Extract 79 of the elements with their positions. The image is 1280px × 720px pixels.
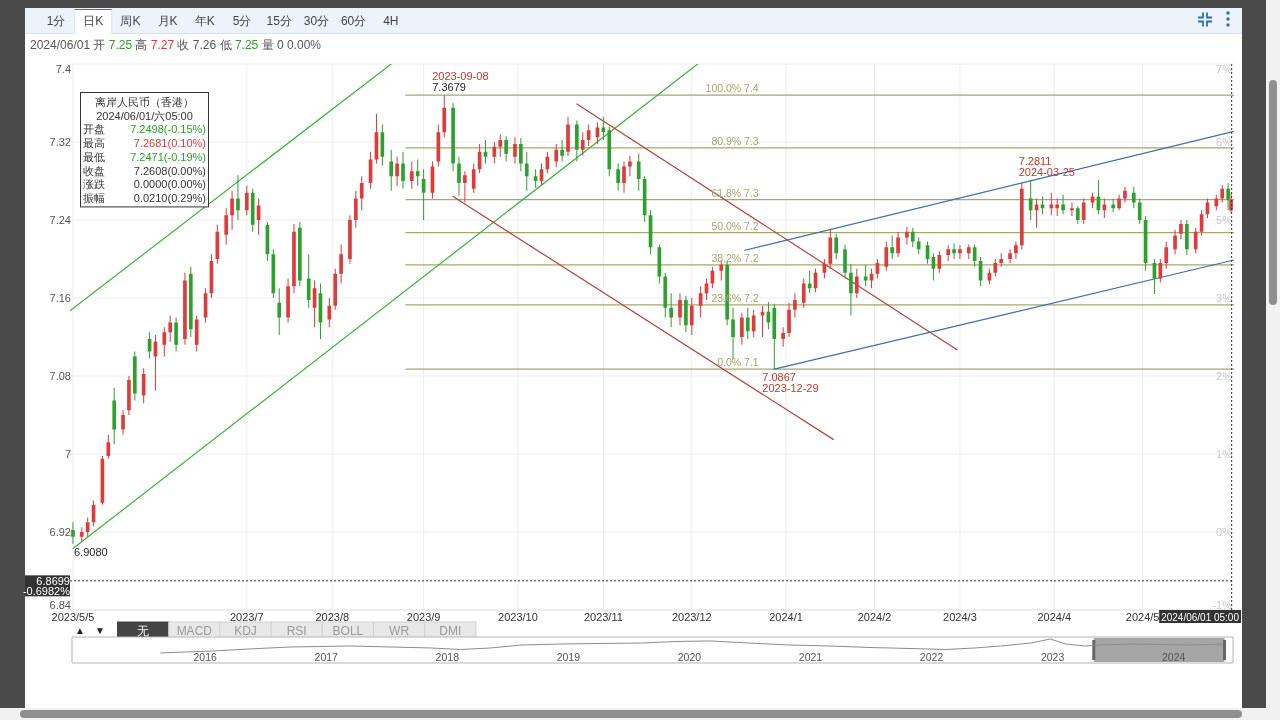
series-label: 80.9% 7.3 — [711, 134, 759, 147]
x-tick-label: 2018 — [435, 650, 459, 663]
series-label: 38.2% 7.2 — [711, 251, 759, 264]
annotation: 2024-03-25 — [1018, 165, 1075, 178]
x-tick-label: 2022 — [919, 650, 944, 663]
x-tick-label: 2024/2 — [857, 611, 892, 623]
tab-label: 周K — [120, 14, 141, 28]
tab-label: 日K — [83, 14, 104, 28]
x-tick-label: 2023 — [1040, 650, 1065, 663]
series-label: 0.0% 7.1 — [717, 356, 759, 369]
x-tick-label: 2023/9 — [406, 611, 441, 623]
x-tick-label: 2017 — [314, 650, 338, 663]
annotation: 7.0867 — [762, 371, 796, 384]
tab-label: 月K — [157, 14, 178, 28]
x-tick-label: 2023/11 — [583, 611, 623, 623]
tab-label: 年K — [194, 14, 215, 28]
button-label: RSI — [286, 623, 307, 638]
tab-label: 60分 — [340, 14, 367, 28]
annotation: 7.2608(0.00%) — [133, 164, 206, 177]
y-tick-label: 7.32 — [49, 136, 71, 148]
annotation: 2023-12-29 — [762, 382, 819, 395]
x-tick-label: 2020 — [677, 650, 702, 663]
annotation: 7.2811 — [1018, 154, 1052, 167]
annotation: 0.0210(0.29%) — [133, 191, 206, 204]
annotation: 7.2498(-0.15%) — [130, 123, 206, 136]
y-tick-label: 6.84 — [49, 599, 71, 611]
annotation: 最低 — [83, 150, 105, 163]
annotation: 收盘 — [83, 164, 105, 177]
button-label: KDJ — [234, 623, 257, 638]
tab-label: 15分 — [266, 14, 292, 28]
annotation: 2024/06/01/六05:00 — [96, 109, 193, 122]
annotation: 7.2681(0.10%) — [133, 137, 206, 150]
tab-label: 30分 — [303, 14, 330, 28]
button-label: WR — [389, 623, 410, 638]
annotation: 涨跌 — [83, 178, 105, 191]
ref-line-label: 2024/06/01 05:00 — [1161, 611, 1239, 623]
x-tick-label: 2023/5/5 — [51, 611, 95, 623]
y-tick-label: 6.92 — [49, 526, 71, 538]
ref-line-label: 6.8699 — [36, 574, 70, 587]
button-label: ▼ — [95, 625, 105, 636]
series-label: 50.0% 7.2 — [711, 219, 759, 232]
x-tick-label: 2024/4 — [1037, 611, 1072, 623]
x-tick-label: 2019 — [556, 650, 581, 663]
x-tick-label: 2024/5 — [1125, 611, 1160, 623]
tab-label: 5分 — [232, 14, 252, 28]
tab-label: 4H — [383, 14, 399, 28]
y-tick-label: 7.08 — [49, 370, 71, 382]
y-tick-label: 7.16 — [49, 292, 71, 304]
x-tick-label: 2021 — [798, 650, 823, 663]
y-tick-label: 7.24 — [49, 214, 71, 226]
x-tick-label: 2024/1 — [769, 611, 803, 623]
subtitle: 2024/06/01 开 7.25 高 7.27 收 7.26 低 7.25 量 0 0.00% — [30, 38, 321, 52]
tab-label: 1分 — [46, 14, 66, 28]
annotation: 2023-09-08 — [432, 70, 489, 83]
x-tick-label: 2023/8 — [315, 611, 350, 623]
title: 离岸人民币（香港） — [95, 96, 194, 108]
annotation: 7.3679 — [432, 81, 466, 94]
button-label: DMI — [439, 623, 462, 638]
y-tick-label: 7.4 — [55, 63, 71, 75]
x-tick-label: 2024/3 — [943, 611, 977, 623]
y-tick-label: 7 — [64, 448, 71, 460]
x-tick-label: 2024 — [1162, 650, 1186, 663]
ref-line-label: -0.6982% — [22, 584, 70, 597]
x-tick-label: 2023/12 — [671, 611, 712, 623]
button-label: MACD — [176, 623, 212, 638]
annotation: 7.2471(-0.19%) — [130, 150, 206, 163]
x-tick-label: 2023/7 — [230, 611, 264, 623]
x-tick-label: 2023/10 — [498, 611, 538, 623]
series-label: 100.0% 7.4 — [705, 82, 759, 95]
button-label: ▲ — [75, 625, 85, 636]
button-label: BOLL — [332, 623, 364, 638]
annotation: 6.9080 — [74, 545, 108, 558]
button-label: 无 — [137, 623, 150, 638]
annotation: 开盘 — [83, 123, 105, 136]
annotation: 最高 — [83, 137, 105, 150]
x-tick-label: 2016 — [193, 650, 217, 663]
annotation: 0.0000(0.00%) — [133, 178, 206, 191]
series-label: 61.8% 7.3 — [711, 186, 759, 199]
annotation: 振幅 — [83, 191, 105, 204]
